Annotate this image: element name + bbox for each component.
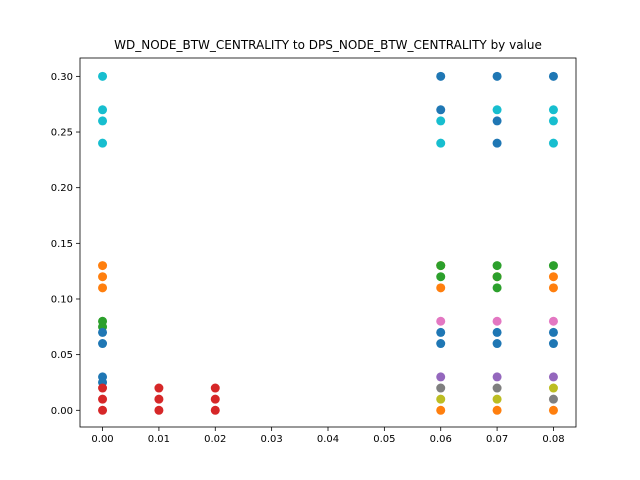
data-point-s8-7 [548, 105, 558, 115]
data-point-s2-14 [548, 327, 558, 337]
data-point-s2-13 [548, 71, 558, 81]
data-point-s8-9 [548, 138, 558, 148]
data-point-s3-7 [210, 394, 220, 404]
y-tick-label: 0.00 [51, 406, 73, 417]
data-point-s5-2 [548, 372, 558, 382]
data-point-s8-5 [436, 138, 446, 148]
data-point-s1-7 [548, 261, 558, 271]
data-point-s8-4 [436, 116, 446, 126]
data-point-s0-9 [548, 272, 558, 282]
x-tick-label: 0.00 [91, 434, 113, 445]
y-tick-label: 0.20 [51, 183, 73, 194]
data-point-s2-10 [492, 138, 502, 148]
data-point-s4-1 [492, 316, 502, 326]
data-point-s1-2 [436, 261, 446, 271]
data-point-s6-0 [436, 383, 446, 393]
data-point-s2-11 [492, 327, 502, 337]
x-tick-label: 0.01 [148, 434, 170, 445]
x-tick-label: 0.06 [430, 434, 452, 445]
data-point-s3-3 [154, 383, 164, 393]
x-tick-label: 0.08 [542, 434, 564, 445]
y-tick-label: 0.25 [51, 128, 73, 139]
data-point-s7-2 [548, 383, 558, 393]
data-point-s3-1 [98, 394, 108, 404]
data-point-s4-0 [436, 316, 446, 326]
data-point-s0-4 [492, 405, 502, 415]
data-point-s0-6 [436, 283, 446, 293]
data-point-s2-9 [492, 116, 502, 126]
data-point-s3-5 [154, 405, 164, 415]
x-axis: 0.00 0.01 0.02 0.03 0.04 0.05 0.06 0.07 0.08 [91, 427, 565, 445]
data-point-s2-1 [98, 339, 108, 349]
data-point-s7-1 [492, 394, 502, 404]
data-point-s2-0 [98, 327, 108, 337]
x-tick-label: 0.03 [261, 434, 283, 445]
y-tick-label: 0.05 [51, 350, 73, 361]
data-point-s8-2 [98, 116, 108, 126]
y-tick-label: 0.15 [51, 239, 73, 250]
data-point-s3-2 [98, 405, 108, 415]
chart-title: WD_NODE_BTW_CENTRALITY to DPS_NODE_BTW_C… [114, 38, 542, 52]
data-point-s0-0 [98, 261, 108, 271]
data-point-s3-8 [210, 405, 220, 415]
x-tick-label: 0.02 [204, 434, 226, 445]
data-point-s6-1 [492, 383, 502, 393]
data-point-s6-2 [548, 394, 558, 404]
data-point-s1-3 [436, 272, 446, 282]
y-tick-label: 0.30 [51, 72, 73, 83]
data-point-s2-6 [436, 327, 446, 337]
y-tick-label: 0.10 [51, 294, 73, 305]
data-point-s2-15 [548, 339, 558, 349]
y-axis: 0.00 0.05 0.10 0.15 0.20 0.25 0.30 [51, 72, 80, 417]
data-point-s2-4 [436, 71, 446, 81]
data-point-s0-2 [98, 283, 108, 293]
data-point-s1-4 [492, 261, 502, 271]
data-point-s4-2 [548, 316, 558, 326]
data-point-s3-0 [98, 383, 108, 393]
x-tick-label: 0.07 [486, 434, 508, 445]
data-point-s8-8 [548, 116, 558, 126]
data-point-s8-6 [492, 105, 502, 115]
x-tick-label: 0.05 [373, 434, 395, 445]
data-point-s1-6 [492, 283, 502, 293]
data-point-s0-10 [548, 283, 558, 293]
data-point-s7-0 [436, 394, 446, 404]
data-point-s5-0 [436, 372, 446, 382]
data-point-s8-1 [98, 105, 108, 115]
data-point-s8-0 [98, 71, 108, 81]
data-point-s0-1 [98, 272, 108, 282]
data-point-s1-5 [492, 272, 502, 282]
data-points [98, 71, 558, 415]
data-point-s3-4 [154, 394, 164, 404]
data-point-s0-5 [548, 405, 558, 415]
data-point-s8-3 [98, 138, 108, 148]
data-point-s3-6 [210, 383, 220, 393]
data-point-s2-8 [492, 71, 502, 81]
data-point-s2-12 [492, 339, 502, 349]
data-point-s2-7 [436, 339, 446, 349]
x-tick-label: 0.04 [317, 434, 339, 445]
data-point-s0-3 [436, 405, 446, 415]
data-point-s2-5 [436, 105, 446, 115]
data-point-s5-1 [492, 372, 502, 382]
